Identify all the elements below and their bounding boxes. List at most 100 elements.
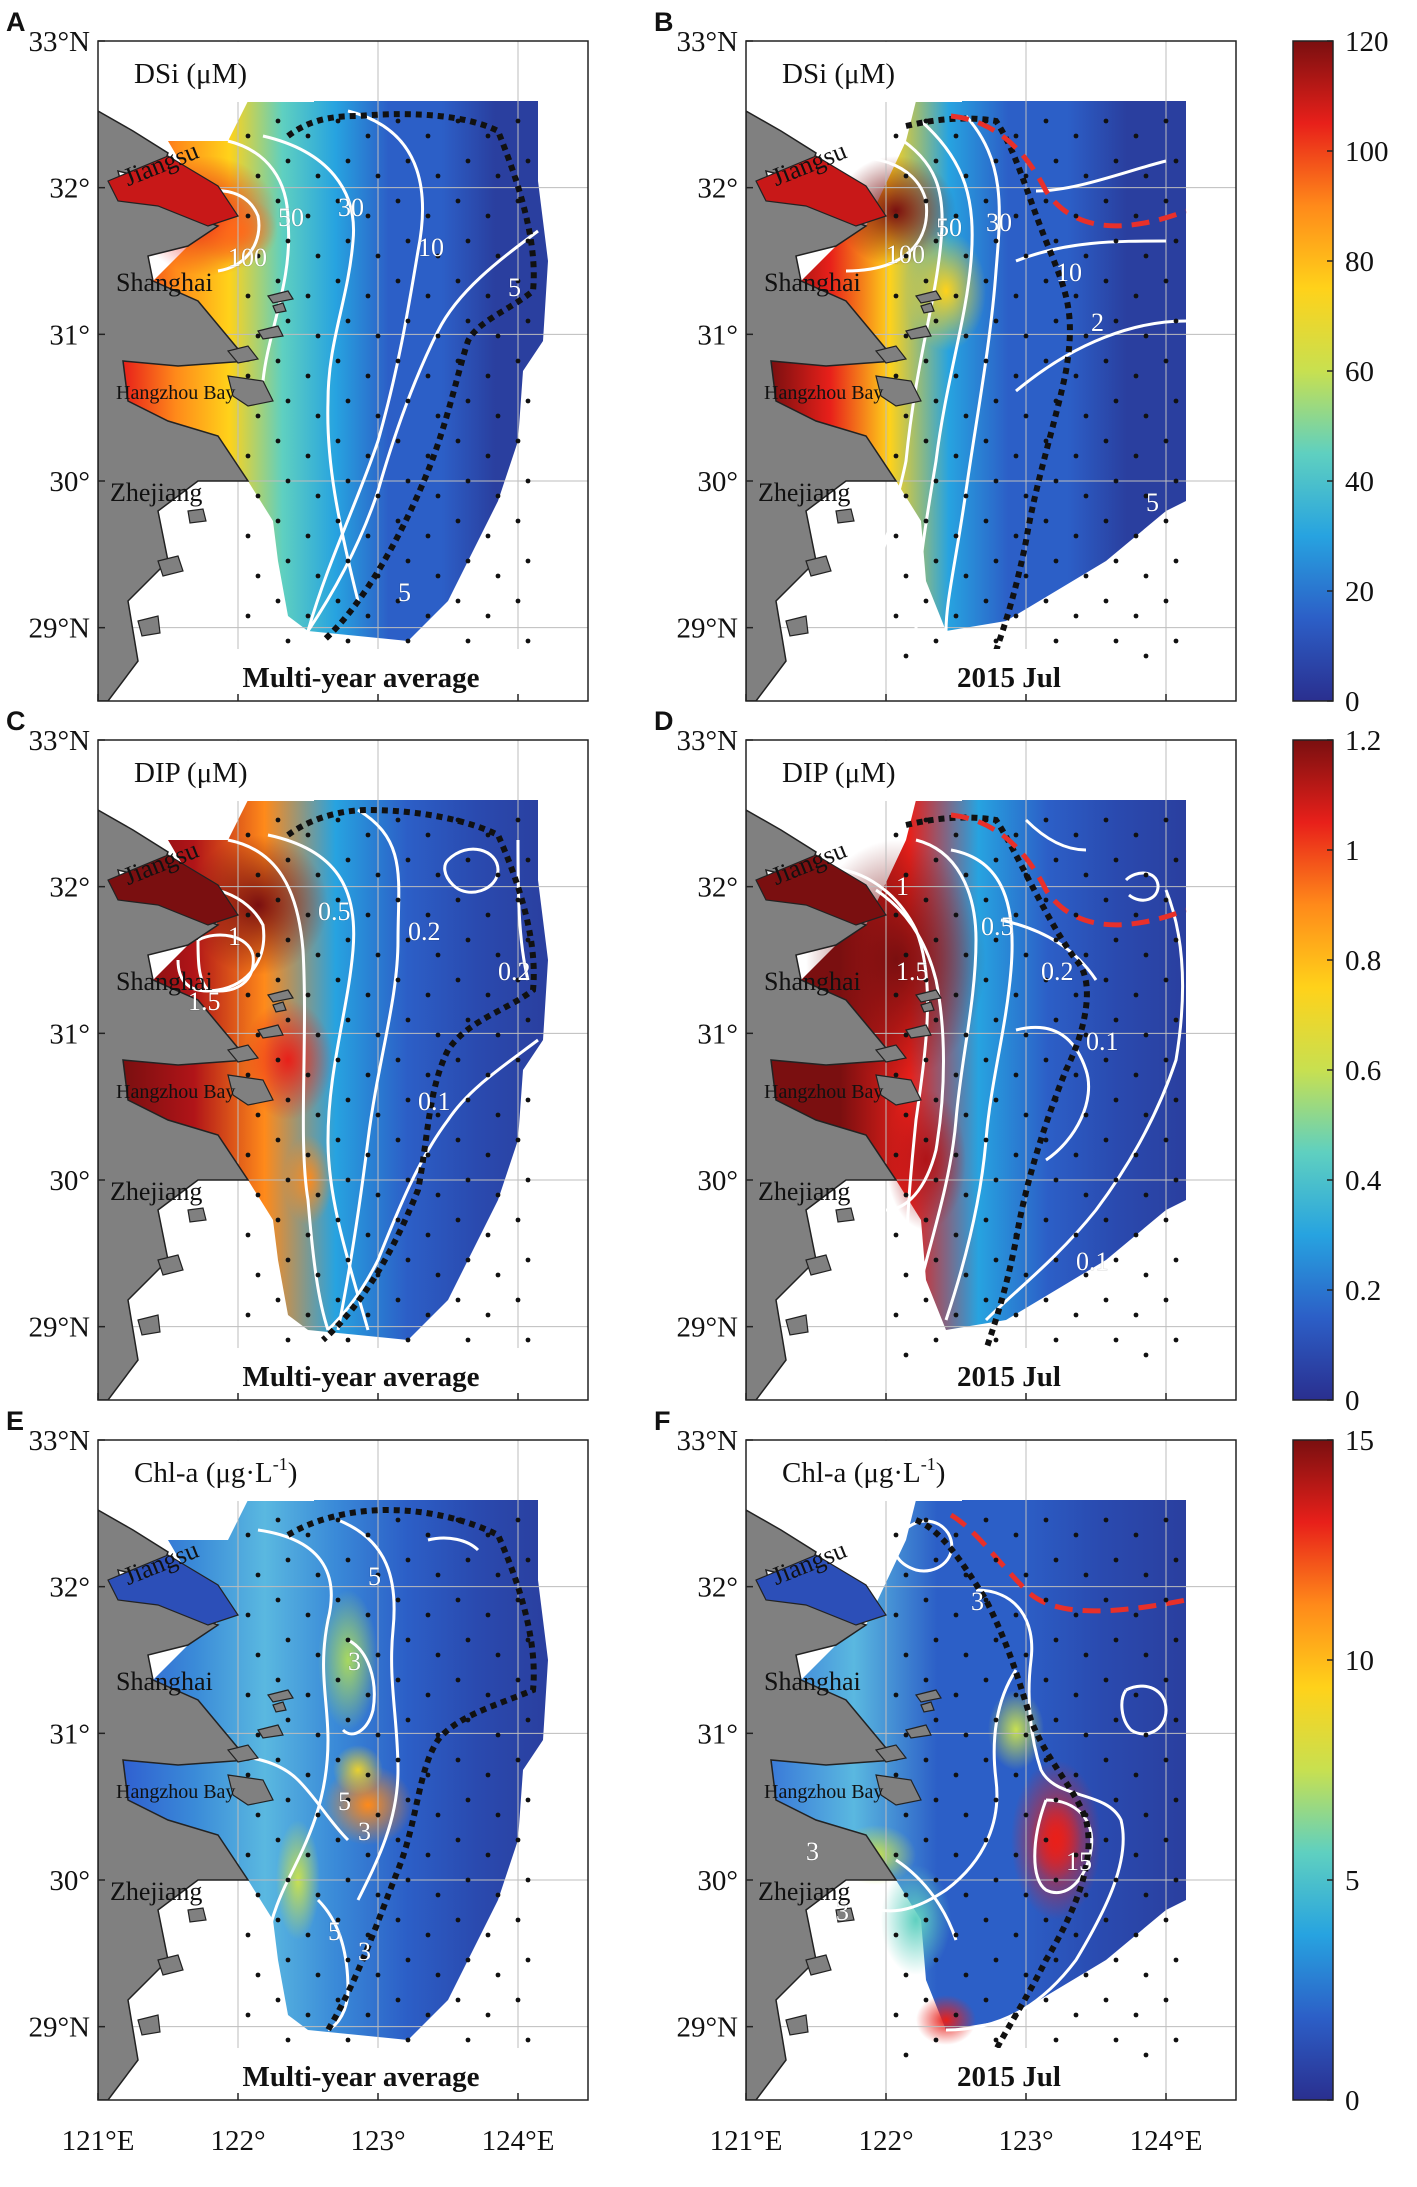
station-dot [395, 1297, 401, 1303]
station-dot [893, 1772, 899, 1778]
station-dot [1073, 832, 1079, 838]
station-dot [1043, 1597, 1049, 1603]
station-dot [1043, 977, 1049, 983]
station-dot [1073, 453, 1079, 459]
station-dot [1173, 158, 1179, 164]
contour-label: 1.5 [896, 957, 929, 986]
station-dot [963, 952, 969, 958]
station-dot [515, 1917, 521, 1923]
front-line [950, 113, 1187, 229]
station-dot [375, 493, 381, 499]
station-dot [893, 453, 899, 459]
station-dot [1083, 413, 1089, 419]
station-dot [285, 1957, 291, 1963]
colorbar-tick-label: 1 [1345, 835, 1360, 867]
station-dot [345, 318, 351, 324]
station-dot [375, 173, 381, 179]
contour-label: 1 [896, 872, 909, 901]
station-dot [375, 1652, 381, 1658]
station-dot [1103, 1917, 1109, 1923]
station-dot [953, 133, 959, 139]
station-dot [375, 1272, 381, 1278]
station-dot [335, 1677, 341, 1683]
station-dot [285, 1097, 291, 1103]
station-dot [315, 1812, 321, 1818]
station-dot [1073, 1692, 1079, 1698]
station-dot [903, 653, 909, 659]
station-dot [893, 1232, 899, 1238]
station-dot [285, 937, 291, 943]
station-dot [1163, 1217, 1169, 1223]
contour-label: 5 [398, 578, 411, 607]
station-dot [933, 857, 939, 863]
station-dot [893, 373, 899, 379]
station-dot [425, 133, 431, 139]
station-dot [395, 817, 401, 823]
station-dot [983, 1757, 989, 1763]
station-dot [395, 438, 401, 444]
variable-title: Chl-a (μg·L-1) [134, 1454, 297, 1489]
station-dot [1133, 613, 1139, 619]
station-dot [375, 1892, 381, 1898]
station-dot [983, 1057, 989, 1063]
station-dot [285, 1257, 291, 1263]
contour-line [257, 1528, 333, 2021]
station-dot [255, 1892, 261, 1898]
station-dot [993, 1257, 999, 1263]
station-dot [963, 1972, 969, 1978]
title-box [99, 741, 314, 801]
station-dot [335, 1217, 341, 1223]
station-dot [485, 133, 491, 139]
station-dot [305, 133, 311, 139]
station-dot [953, 1852, 959, 1858]
station-dot [933, 1797, 939, 1803]
station-dot [485, 1772, 491, 1778]
station-dot [275, 278, 281, 284]
station-dot [1013, 1932, 1019, 1938]
station-dots [245, 118, 531, 659]
station-dot [903, 1732, 909, 1738]
station-dot [525, 1177, 531, 1183]
station-dot [425, 213, 431, 219]
station-dot [1053, 1097, 1059, 1103]
station-dot [903, 1192, 909, 1198]
station-dot [933, 1957, 939, 1963]
station-dot [1173, 1637, 1179, 1643]
variable-title: DSi (μM) [782, 58, 895, 90]
station-dot [525, 638, 531, 644]
station-dot [485, 1932, 491, 1938]
station-dot [345, 1097, 351, 1103]
station-dot [315, 493, 321, 499]
contour-line [443, 847, 500, 894]
station-dot [345, 1017, 351, 1023]
station-dot [1133, 1692, 1139, 1698]
place-label-zhejiang: Zhejiang [758, 1177, 850, 1206]
lat-tick-label: 33°N [676, 26, 738, 58]
station-dot [1023, 493, 1029, 499]
contour-label: 5 [368, 1562, 381, 1591]
station-dot [425, 1932, 431, 1938]
period-label: Multi-year average [242, 2061, 479, 2093]
station-dot [1053, 558, 1059, 564]
station-dot [1083, 1112, 1089, 1118]
station-dot [405, 1717, 411, 1723]
station-dot [903, 573, 909, 579]
station-dot [1013, 1612, 1019, 1618]
station-dot [903, 493, 909, 499]
station-dot [993, 1017, 999, 1023]
station-dot [1073, 613, 1079, 619]
station-dot [933, 937, 939, 943]
station-dot [1143, 1812, 1149, 1818]
lon-tick-label: 121°E [62, 2125, 135, 2157]
station-dot [435, 1112, 441, 1118]
station-dot [345, 478, 351, 484]
station-dot [365, 453, 371, 459]
panel-letter-e: E [6, 1406, 24, 1436]
station-dot [495, 872, 501, 878]
station-dot [275, 1137, 281, 1143]
station-dot [1133, 1772, 1139, 1778]
station-dot [1163, 518, 1169, 524]
station-dot [245, 1232, 251, 1238]
station-dot [315, 1112, 321, 1118]
